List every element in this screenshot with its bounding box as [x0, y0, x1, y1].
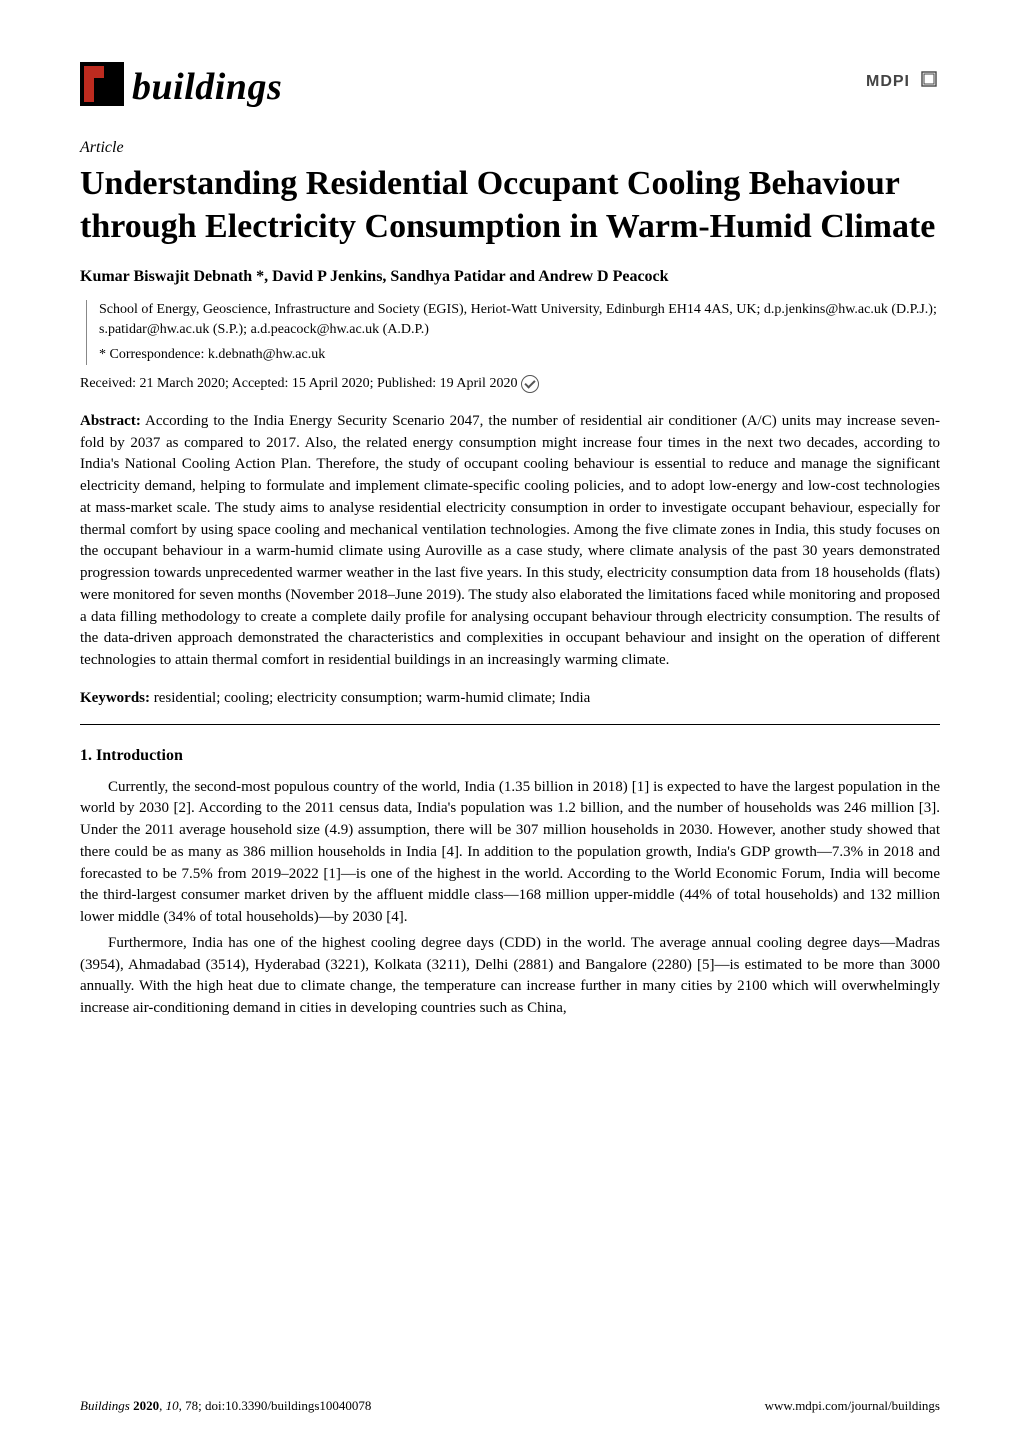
footer-citation: Buildings 2020, 10, 78; doi:10.3390/buil… [80, 1398, 371, 1414]
article-title: Understanding Residential Occupant Cooli… [80, 163, 940, 248]
intro-paragraph-2: Furthermore, India has one of the highes… [80, 933, 940, 1020]
publication-dates: Received: 21 March 2020; Accepted: 15 Ap… [80, 375, 940, 393]
correspondence-line: * Correspondence: k.debnath@hw.ac.uk [99, 345, 940, 365]
abstract-body: According to the India Energy Security S… [80, 413, 940, 668]
section-divider [80, 724, 940, 725]
svg-text:MDPI: MDPI [866, 73, 910, 90]
dates-text: Received: 21 March 2020; Accepted: 15 Ap… [80, 376, 517, 391]
journal-logo-icon [80, 62, 124, 111]
affiliation-text: School of Energy, Geoscience, Infrastruc… [99, 300, 940, 341]
abstract-label: Abstract: [80, 413, 141, 429]
keywords: Keywords: residential; cooling; electric… [80, 688, 940, 710]
abstract: Abstract: According to the India Energy … [80, 411, 940, 672]
article-type-label: Article [80, 139, 940, 157]
journal-name: buildings [132, 65, 282, 109]
section-heading-introduction: 1. Introduction [80, 747, 940, 765]
mdpi-logo-icon: MDPI [866, 81, 940, 103]
page-header: buildings MDPI [80, 62, 940, 111]
journal-logo: buildings [80, 62, 282, 111]
keywords-label: Keywords: [80, 690, 150, 706]
intro-paragraph-1: Currently, the second-most populous coun… [80, 777, 940, 929]
publisher-logo: MDPI [866, 62, 940, 104]
footer-url: www.mdpi.com/journal/buildings [765, 1398, 940, 1414]
page-footer: Buildings 2020, 10, 78; doi:10.3390/buil… [80, 1398, 940, 1414]
affiliation-block: School of Energy, Geoscience, Infrastruc… [86, 300, 940, 365]
author-list: Kumar Biswajit Debnath *, David P Jenkin… [80, 268, 940, 286]
keywords-body: residential; cooling; electricity consum… [150, 690, 590, 706]
check-updates-icon [521, 375, 539, 393]
